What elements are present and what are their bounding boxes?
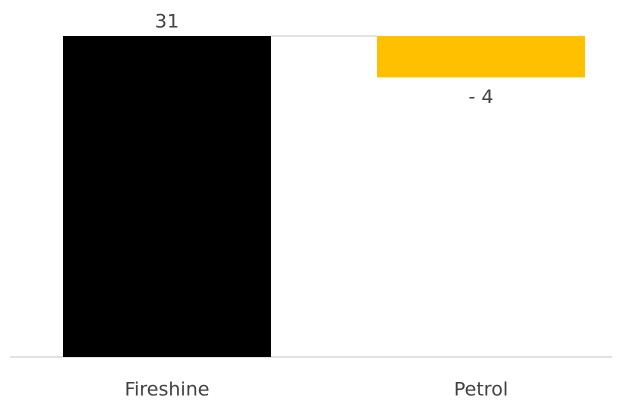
data-label: - 4 — [469, 86, 494, 108]
bar — [63, 36, 271, 357]
x-tick-label: Fireshine — [125, 379, 210, 401]
x-tick-label: Petrol — [454, 379, 508, 401]
bar — [377, 36, 585, 78]
data-label: 31 — [155, 11, 179, 33]
